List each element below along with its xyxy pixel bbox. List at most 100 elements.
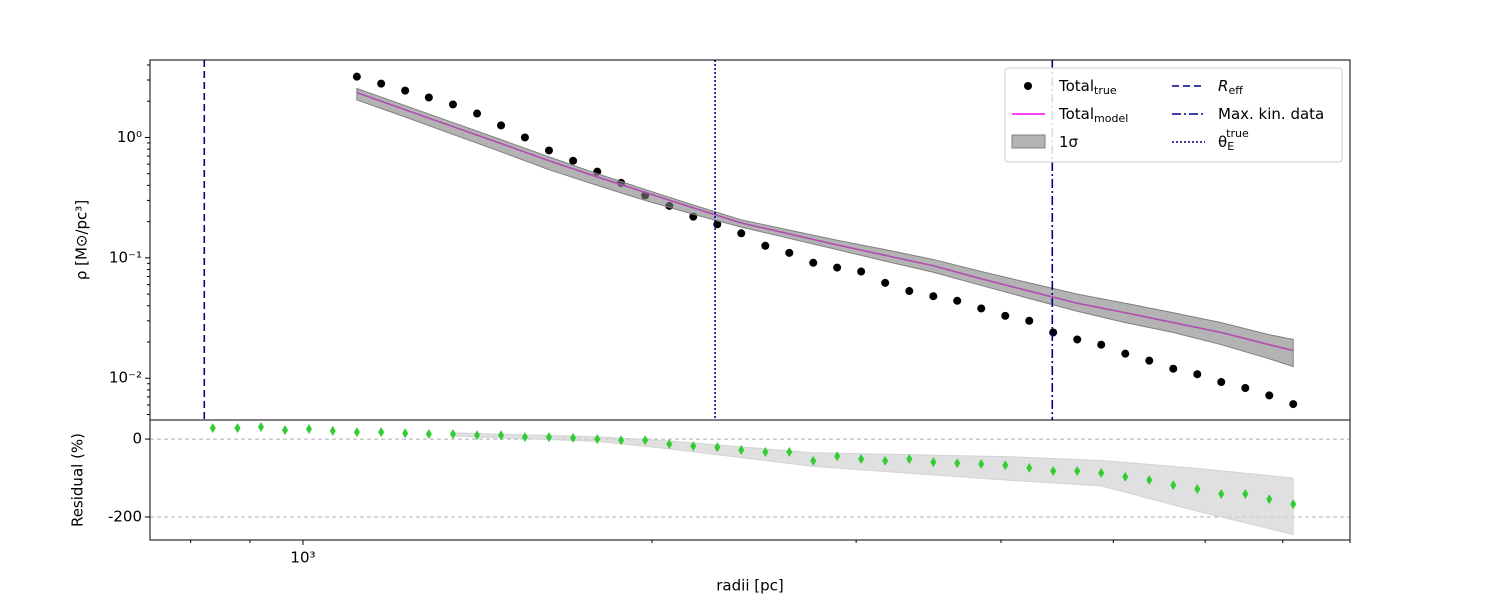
data-point (1097, 340, 1106, 349)
data-point (1001, 311, 1010, 320)
legend-label: Reff (1218, 77, 1243, 98)
residual-point (1290, 499, 1297, 510)
residual-point (234, 423, 241, 434)
residual-point (1002, 460, 1009, 471)
residual-point (690, 441, 697, 452)
residual-point (521, 432, 528, 443)
legend-name: Total (1058, 105, 1094, 123)
residual-point (618, 435, 625, 446)
legend-sub: eff (1228, 84, 1243, 97)
x-axis-label: radii [pc] (716, 577, 783, 595)
y-tick-label: 0 (132, 430, 142, 448)
data-point (401, 86, 410, 95)
data-point (497, 121, 506, 130)
data-point (1289, 400, 1298, 409)
data-point (1121, 349, 1130, 358)
residual-point (209, 423, 216, 434)
residual-point (978, 459, 985, 470)
residual-point (329, 425, 336, 436)
residual-point (474, 430, 481, 441)
data-point (1217, 378, 1226, 387)
legend-name: R (1218, 77, 1228, 95)
residual-point (666, 439, 673, 450)
residual-point (906, 453, 913, 464)
residual-point (425, 429, 432, 440)
data-point (352, 72, 361, 81)
data-point (713, 220, 722, 229)
y-tick-label: -200 (108, 508, 142, 526)
legend-label: Totalmodel (1058, 105, 1128, 126)
y-axis-label: ρ [M⊙/pc³] (73, 200, 91, 280)
residual-point (1122, 471, 1129, 482)
residual-point (1218, 489, 1225, 500)
legend-label: Max. kin. data (1218, 105, 1324, 123)
data-point (1169, 364, 1178, 373)
residual-point (402, 428, 409, 439)
residual-point (786, 446, 793, 457)
legend-name: Max. kin. data (1218, 105, 1324, 123)
data-point (544, 146, 553, 155)
residual-point (1050, 466, 1057, 477)
data-point (473, 109, 482, 118)
residual-point (378, 427, 385, 438)
data-point (857, 267, 866, 276)
residual-point (954, 458, 961, 469)
y-tick-label: 10⁻² (109, 369, 142, 387)
legend-name: 1σ (1059, 133, 1079, 151)
residual-point (257, 422, 264, 433)
data-point (569, 156, 578, 165)
residual-point (282, 425, 289, 436)
residual-point (738, 445, 745, 455)
legend-label: θEtrue (1218, 127, 1249, 153)
data-point (424, 93, 433, 102)
data-point (905, 287, 914, 296)
data-point (953, 296, 962, 305)
residual-point (305, 423, 312, 434)
data-point (377, 79, 386, 88)
data-point (977, 304, 986, 313)
data-point (1265, 391, 1274, 400)
band (356, 87, 1294, 368)
residual-point (594, 434, 601, 445)
residual-point (1242, 489, 1249, 500)
legend-sub: true (1094, 84, 1117, 97)
residual-point (498, 430, 505, 441)
data-point (761, 241, 770, 250)
residual-point (1170, 480, 1177, 491)
data-point (929, 292, 938, 301)
residual-point (570, 432, 577, 443)
data-point (448, 100, 457, 109)
residual-point (858, 453, 865, 464)
residual-point (714, 442, 721, 453)
residual-point (353, 427, 360, 438)
residual-point (642, 435, 649, 446)
residual-point (930, 457, 937, 468)
legend-sup: true (1226, 127, 1249, 140)
data-point (737, 229, 746, 238)
legend-marker (1024, 82, 1032, 90)
residual-point (834, 451, 841, 462)
data-point (833, 263, 842, 272)
residual-point (1098, 467, 1105, 478)
data-point (785, 248, 794, 257)
legend-sub: model (1094, 112, 1128, 125)
data-point (520, 133, 529, 142)
residual-point (882, 455, 889, 466)
residual-point (449, 429, 456, 440)
legend-marker (1011, 134, 1046, 149)
legend-name: θ (1218, 133, 1227, 151)
y-axis-label: Residual (%) (69, 433, 87, 527)
y-tick-label: 10⁻¹ (109, 248, 142, 266)
residual-point (1146, 475, 1153, 485)
data-point (1073, 335, 1082, 344)
y-tick-label: 10⁰ (117, 128, 142, 146)
legend-label: 1σ (1059, 133, 1079, 151)
legend-sub: E (1227, 140, 1234, 153)
data-point (1049, 328, 1058, 337)
legend-box (1004, 67, 1343, 163)
band (452, 432, 1294, 536)
data-point (1145, 356, 1154, 365)
data-point (809, 258, 818, 267)
